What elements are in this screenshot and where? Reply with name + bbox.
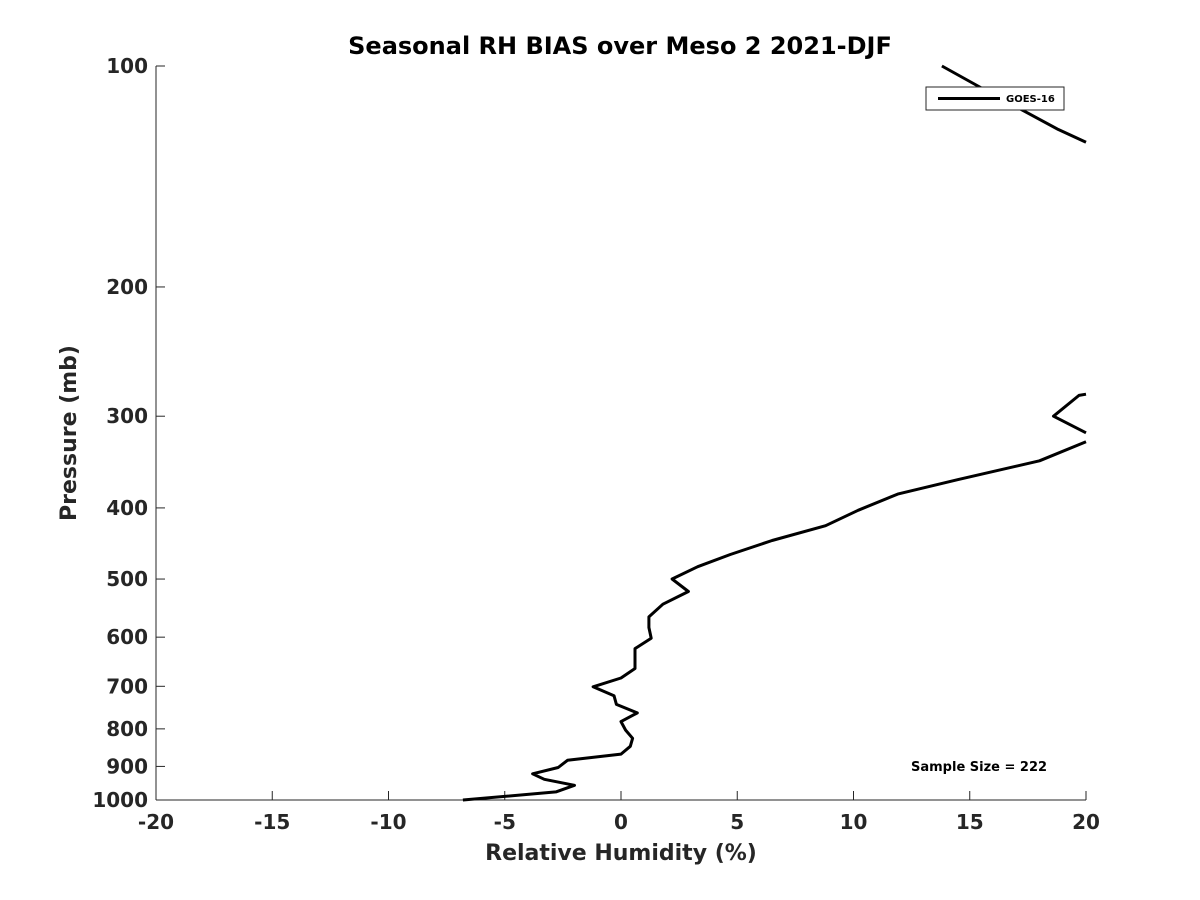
y-axis-label: Pressure (mb) <box>57 345 82 521</box>
series-line-goes-16 <box>1052 392 1087 435</box>
series-group <box>462 64 1087 802</box>
x-tick-label: -10 <box>370 810 406 834</box>
y-tick-label: 200 <box>106 275 148 299</box>
x-ticks: -20 -15 -10 -5 0 5 10 15 20 <box>138 791 1100 834</box>
x-tick-label: 15 <box>956 810 984 834</box>
y-tick-label: 700 <box>106 674 148 698</box>
x-tick-label: -15 <box>254 810 290 834</box>
series-line-goes-16 <box>462 440 1087 802</box>
x-tick-label: 0 <box>614 810 628 834</box>
y-tick-label: 400 <box>106 496 148 520</box>
sample-size-annotation: Sample Size = 222 <box>911 760 1047 775</box>
series-line-goes-16 <box>941 64 1087 144</box>
x-tick-label: 10 <box>840 810 868 834</box>
y-tick-label: 500 <box>106 567 148 591</box>
y-tick-label: 800 <box>106 717 148 741</box>
x-tick-label: 5 <box>730 810 744 834</box>
legend: GOES-16 <box>925 86 1065 111</box>
x-tick-label: 20 <box>1072 810 1100 834</box>
y-tick-label: 1000 <box>92 788 148 812</box>
y-tick-label: 300 <box>106 404 148 428</box>
chart-title: Seasonal RH BIAS over Meso 2 2021-DJF <box>348 32 892 60</box>
x-tick-label: -5 <box>494 810 516 834</box>
y-ticks: 100 200 300 400 500 600 700 800 900 1000 <box>92 54 165 812</box>
x-tick-label: -20 <box>138 810 174 834</box>
legend-label: GOES-16 <box>1006 94 1055 105</box>
y-tick-label: 100 <box>106 54 148 78</box>
x-axis-label: Relative Humidity (%) <box>485 841 757 866</box>
y-tick-label: 900 <box>106 754 148 778</box>
plot-area <box>155 66 1086 801</box>
y-tick-label: 600 <box>106 625 148 649</box>
